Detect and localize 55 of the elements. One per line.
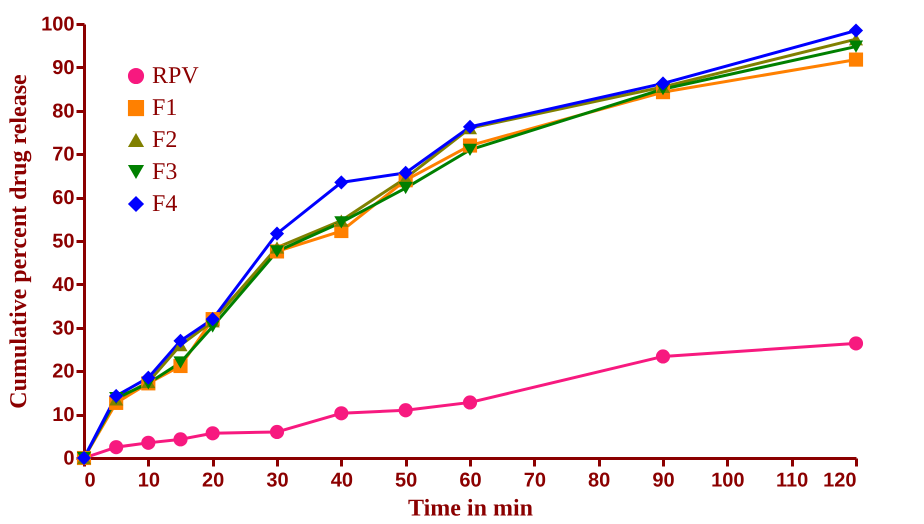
y-tick-label: 100 — [41, 14, 74, 36]
x-tick-label: 0 — [84, 470, 96, 492]
y-tick-label: 80 — [52, 100, 74, 122]
x-tick-label: 100 — [711, 470, 745, 492]
point — [656, 76, 670, 91]
point — [656, 349, 670, 364]
y-tick-label: 60 — [52, 187, 74, 210]
legend-label: F3 — [152, 159, 178, 185]
x-tick-label: 80 — [588, 470, 610, 492]
point — [334, 175, 348, 190]
legend-label: F4 — [152, 191, 178, 217]
point — [848, 52, 864, 67]
x-axis-title: Time in min — [408, 496, 533, 522]
y-tick-label: 30 — [52, 317, 74, 340]
legend-label: F1 — [152, 95, 178, 121]
x-tick-label: 70 — [524, 470, 546, 492]
point — [848, 23, 864, 38]
point — [141, 370, 156, 385]
point — [206, 426, 220, 440]
point — [173, 334, 188, 348]
point — [270, 424, 284, 440]
x-tick-label: 10 — [138, 470, 160, 492]
x-tick-label: 60 — [459, 470, 482, 492]
x-tick-label: 110 — [776, 470, 808, 492]
legend-label: RPV — [152, 63, 200, 89]
y-axis-title: Cumulative percent drug release — [6, 74, 32, 409]
x-tick-label: 120 — [823, 470, 856, 492]
legend-label: F2 — [152, 127, 178, 153]
x-tick-label: 20 — [202, 470, 224, 492]
point — [109, 440, 124, 454]
point — [848, 40, 864, 53]
y-tick-label: 70 — [52, 144, 74, 166]
y-tick-label: 40 — [52, 274, 74, 296]
y-tick-label: 20 — [52, 360, 74, 383]
point — [173, 432, 188, 446]
point — [398, 182, 413, 194]
y-tick-label: 50 — [52, 230, 74, 252]
point — [462, 120, 478, 134]
x-tick-label: 30 — [266, 470, 289, 492]
point — [270, 226, 284, 241]
point — [141, 436, 156, 450]
point — [173, 356, 188, 369]
point — [398, 403, 413, 418]
point — [462, 395, 478, 410]
point — [109, 388, 124, 404]
y-tick-label: 0 — [63, 448, 74, 470]
x-tick-label: 40 — [330, 470, 353, 492]
point — [398, 166, 413, 180]
x-tick-label: 90 — [652, 470, 675, 492]
point — [334, 406, 348, 420]
y-tick-label: 10 — [52, 404, 74, 426]
y-tick-label: 90 — [52, 56, 74, 79]
x-tick-label: 50 — [395, 470, 418, 492]
point — [462, 144, 478, 156]
point — [848, 336, 864, 350]
